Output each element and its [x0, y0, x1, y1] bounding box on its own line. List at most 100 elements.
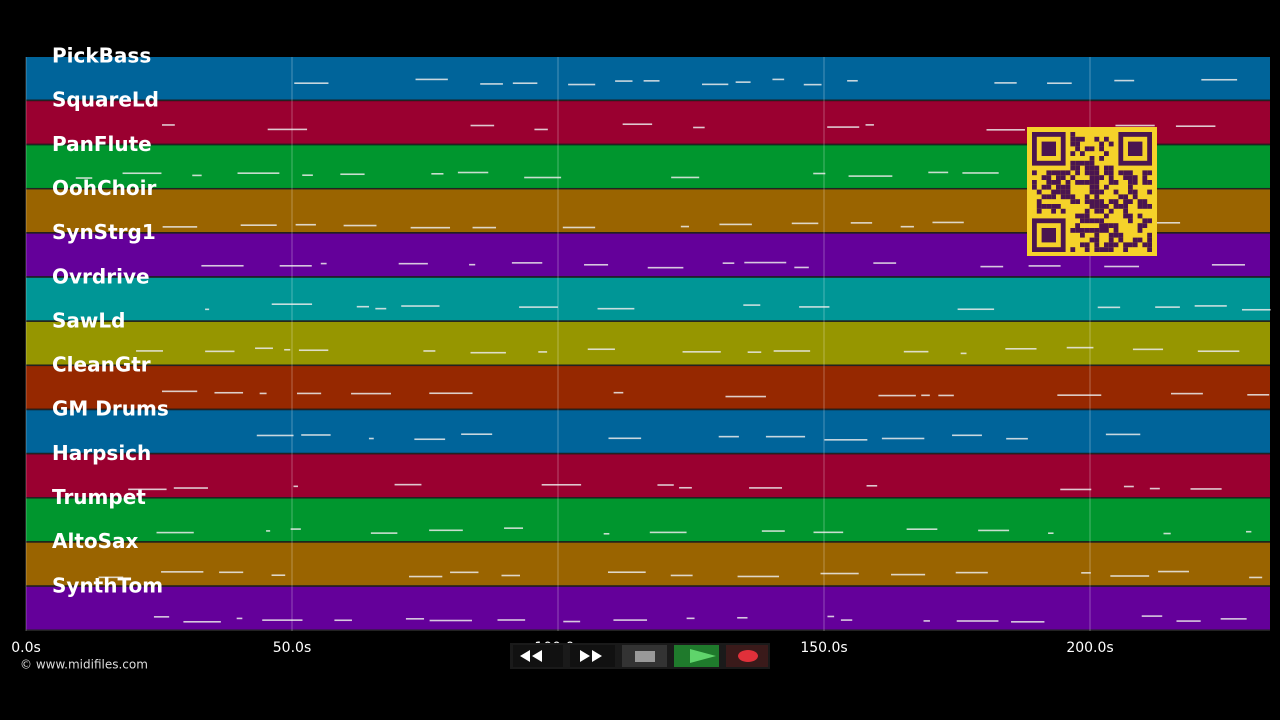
record-button[interactable]: [726, 645, 768, 667]
note: [1104, 265, 1140, 268]
qr-module: [1075, 213, 1080, 219]
qr-module: [1041, 194, 1047, 200]
play-button[interactable]: [674, 645, 719, 667]
qr-module: [1132, 180, 1138, 185]
note: [1066, 346, 1094, 349]
note: [1060, 488, 1092, 491]
qr-module: [1089, 175, 1095, 180]
note: [955, 571, 988, 574]
qr-module: [1113, 232, 1119, 238]
track-row: [26, 454, 1270, 498]
rewind-button[interactable]: [513, 645, 563, 667]
note: [237, 172, 280, 174]
qr-module: [1147, 204, 1152, 209]
qr-module: [1075, 180, 1080, 185]
note: [136, 350, 163, 352]
qr-module: [1113, 189, 1119, 195]
qr-module: [1089, 204, 1095, 209]
qr-module: [1046, 184, 1052, 190]
note: [737, 575, 780, 578]
qr-module: [1065, 180, 1071, 185]
qr-module: [1118, 194, 1124, 200]
note: [205, 308, 210, 311]
qr-module: [1123, 170, 1128, 176]
qr-module: [1070, 136, 1076, 142]
note: [607, 571, 646, 574]
track-label: Trumpet: [52, 485, 146, 509]
note: [827, 615, 835, 618]
qr-module: [1113, 223, 1119, 228]
qr-module: [1108, 170, 1114, 176]
qr-module: [1094, 242, 1100, 248]
note: [735, 81, 751, 83]
qr-module: [1075, 160, 1080, 166]
icon: [532, 650, 542, 662]
qr-module: [1065, 194, 1071, 200]
qr-module: [1070, 175, 1076, 180]
qr-module: [1089, 189, 1095, 195]
note: [827, 126, 860, 128]
qr-module: [1094, 175, 1100, 180]
qr-module: [1108, 165, 1114, 171]
qr-module: [1123, 175, 1128, 180]
note: [405, 618, 425, 620]
qr-module: [1108, 247, 1114, 252]
qr-module: [1089, 228, 1095, 233]
qr-module: [1142, 180, 1148, 185]
note: [534, 128, 548, 131]
note: [850, 222, 873, 224]
qr-module: [1137, 223, 1143, 228]
note: [743, 304, 761, 306]
stop-button[interactable]: [622, 645, 667, 667]
note: [980, 265, 1004, 268]
note: [519, 306, 558, 308]
note: [657, 484, 674, 486]
track-label: OohChoir: [52, 176, 156, 200]
note: [938, 394, 954, 397]
note: [563, 620, 581, 623]
qr-module: [1099, 218, 1104, 224]
qr-module: [1128, 180, 1133, 185]
note: [262, 619, 303, 621]
note: [952, 434, 982, 437]
note: [562, 226, 596, 229]
note: [161, 571, 204, 573]
note: [375, 307, 387, 310]
qr-module: [1147, 189, 1152, 195]
note: [799, 306, 830, 308]
qr-module: [1070, 165, 1076, 171]
note: [747, 351, 762, 353]
note: [410, 226, 451, 229]
note: [1241, 308, 1271, 311]
note: [848, 175, 893, 177]
icon: [592, 650, 602, 662]
qr-module: [1123, 208, 1128, 214]
note: [820, 572, 859, 575]
qr-module: [1060, 184, 1066, 190]
qr-module: [1089, 199, 1095, 204]
note: [1047, 82, 1072, 85]
qr-module: [1147, 247, 1152, 252]
qr-module: [1032, 184, 1037, 190]
note: [986, 129, 1025, 131]
note: [906, 528, 938, 530]
qr-module: [1108, 199, 1114, 204]
note: [122, 172, 162, 175]
track-label: PickBass: [52, 44, 151, 68]
forward-button[interactable]: [570, 645, 615, 667]
qr-module: [1075, 146, 1080, 152]
track-label: SynthTom: [52, 573, 163, 597]
qr-module: [1070, 151, 1076, 156]
note: [873, 262, 897, 264]
note: [1194, 305, 1227, 307]
note: [1138, 221, 1181, 224]
qr-module: [1032, 170, 1037, 176]
qr-module: [1147, 232, 1152, 238]
qr-module: [1060, 208, 1066, 214]
qr-module: [1113, 242, 1119, 248]
note: [1220, 618, 1247, 620]
qr-module: [1099, 175, 1104, 180]
note: [866, 484, 878, 487]
note: [686, 617, 695, 620]
qr-module: [1084, 160, 1090, 166]
